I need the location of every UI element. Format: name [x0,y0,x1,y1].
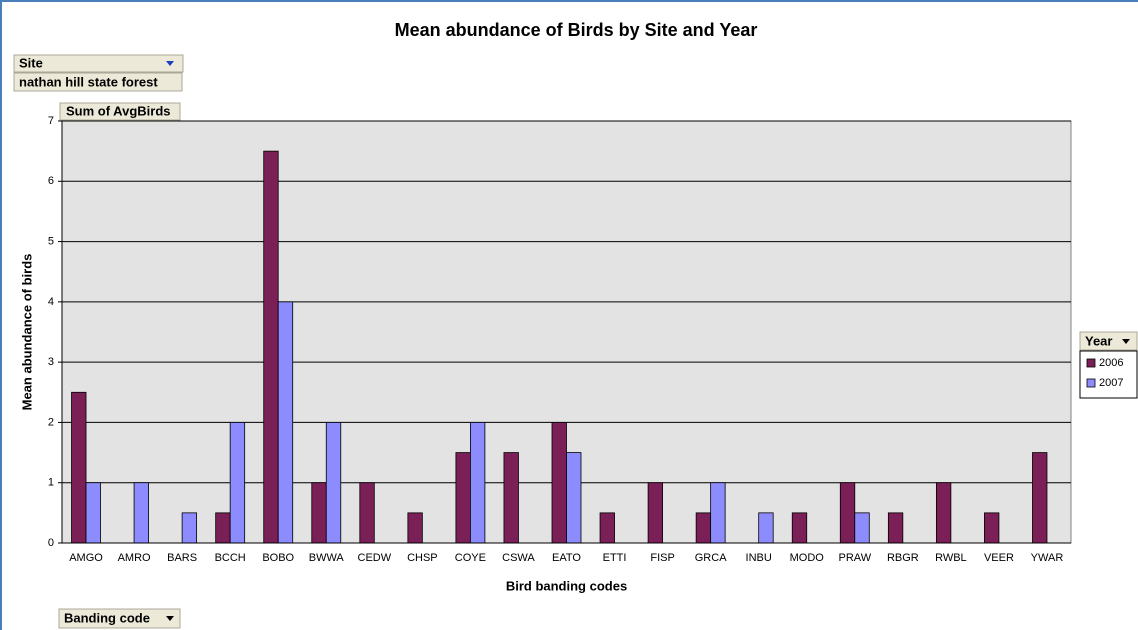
x-tick-label: CSWA [502,552,535,564]
bar [758,512,774,544]
x-tick-label: PRAW [838,552,871,564]
x-tick-label: MODO [790,552,825,564]
bar [455,452,471,544]
x-tick-label: BARS [167,552,197,564]
legend-title: Year [1085,333,1112,348]
dropdown-arrow [1122,339,1130,344]
bar [599,512,615,544]
button-bg [13,54,184,73]
x-tick-label: FISP [650,552,674,564]
y-axis-title: Mean abundance of birds [19,254,34,411]
x-tick-label: RBGR [887,552,919,564]
bar [854,512,870,544]
bar [566,452,582,544]
data-field-bg[interactable] [59,102,181,121]
legend-swatch [1086,378,1096,388]
x-tick-label: ETTI [603,552,627,564]
bar [839,482,856,544]
category-field-button[interactable]: Banding code [58,608,181,629]
bar [359,482,375,544]
category-field: Banding code [64,610,150,625]
page-field-name: Site [19,55,43,70]
x-tick-label: COYE [455,552,486,564]
legend-label: 2007 [1099,377,1123,389]
bar [263,150,279,544]
bar [791,512,808,544]
bar [311,482,327,544]
bar [133,482,149,544]
x-tick-label: INBU [746,552,772,564]
y-tick-label: 5 [48,235,54,247]
bar [215,512,231,544]
x-axis-title: Bird banding codes [506,578,627,593]
bar [887,512,904,544]
x-tick-label: CEDW [358,552,392,564]
bar [710,482,726,544]
button-bg [58,608,181,629]
y-tick-label: 1 [48,477,54,489]
x-tick-label: CHSP [407,552,438,564]
bar [229,422,246,544]
bar [695,512,712,544]
bar [470,422,486,544]
x-tick-label: BWWA [309,552,345,564]
bar [503,452,519,544]
dropdown-arrow [166,61,174,66]
legend-swatch [1086,358,1096,368]
page-field-value-bg [13,72,183,92]
y-tick-label: 7 [48,115,54,127]
bar [1032,452,1048,544]
legend-title-button[interactable]: Year [1079,331,1138,351]
x-tick-label: YWAR [1031,552,1064,564]
x-tick-label: AMGO [69,552,103,564]
x-tick-label: RWBL [935,552,967,564]
data-field: Sum of AvgBirds [66,103,171,118]
bar [277,301,294,544]
bar [407,512,423,544]
bar [984,512,1000,544]
bar [85,482,101,544]
y-tick-label: 4 [48,296,54,308]
page-field-value: nathan hill state forest [19,74,158,89]
chart-title: Mean abundance of Birds by Site and Year [395,20,758,40]
legend-label: 2006 [1099,357,1123,369]
x-tick-label: BCCH [215,552,246,564]
bar [71,391,87,544]
y-tick-label: 2 [48,416,54,428]
y-tick-label: 6 [48,175,54,187]
y-tick-label: 3 [48,356,54,368]
bar [647,482,663,544]
bar [325,422,342,544]
x-tick-label: AMRO [118,552,151,564]
bar [551,422,567,544]
x-tick-label: GRCA [695,552,727,564]
x-tick-label: EATO [552,552,581,564]
page-field-button[interactable]: Site [13,54,184,73]
bar [181,512,198,544]
x-tick-label: BOBO [262,552,294,564]
dropdown-arrow [166,616,174,621]
bar [935,482,952,544]
x-tick-label: VEER [984,552,1014,564]
y-tick-label: 0 [48,537,54,549]
button-bg [1079,331,1138,351]
